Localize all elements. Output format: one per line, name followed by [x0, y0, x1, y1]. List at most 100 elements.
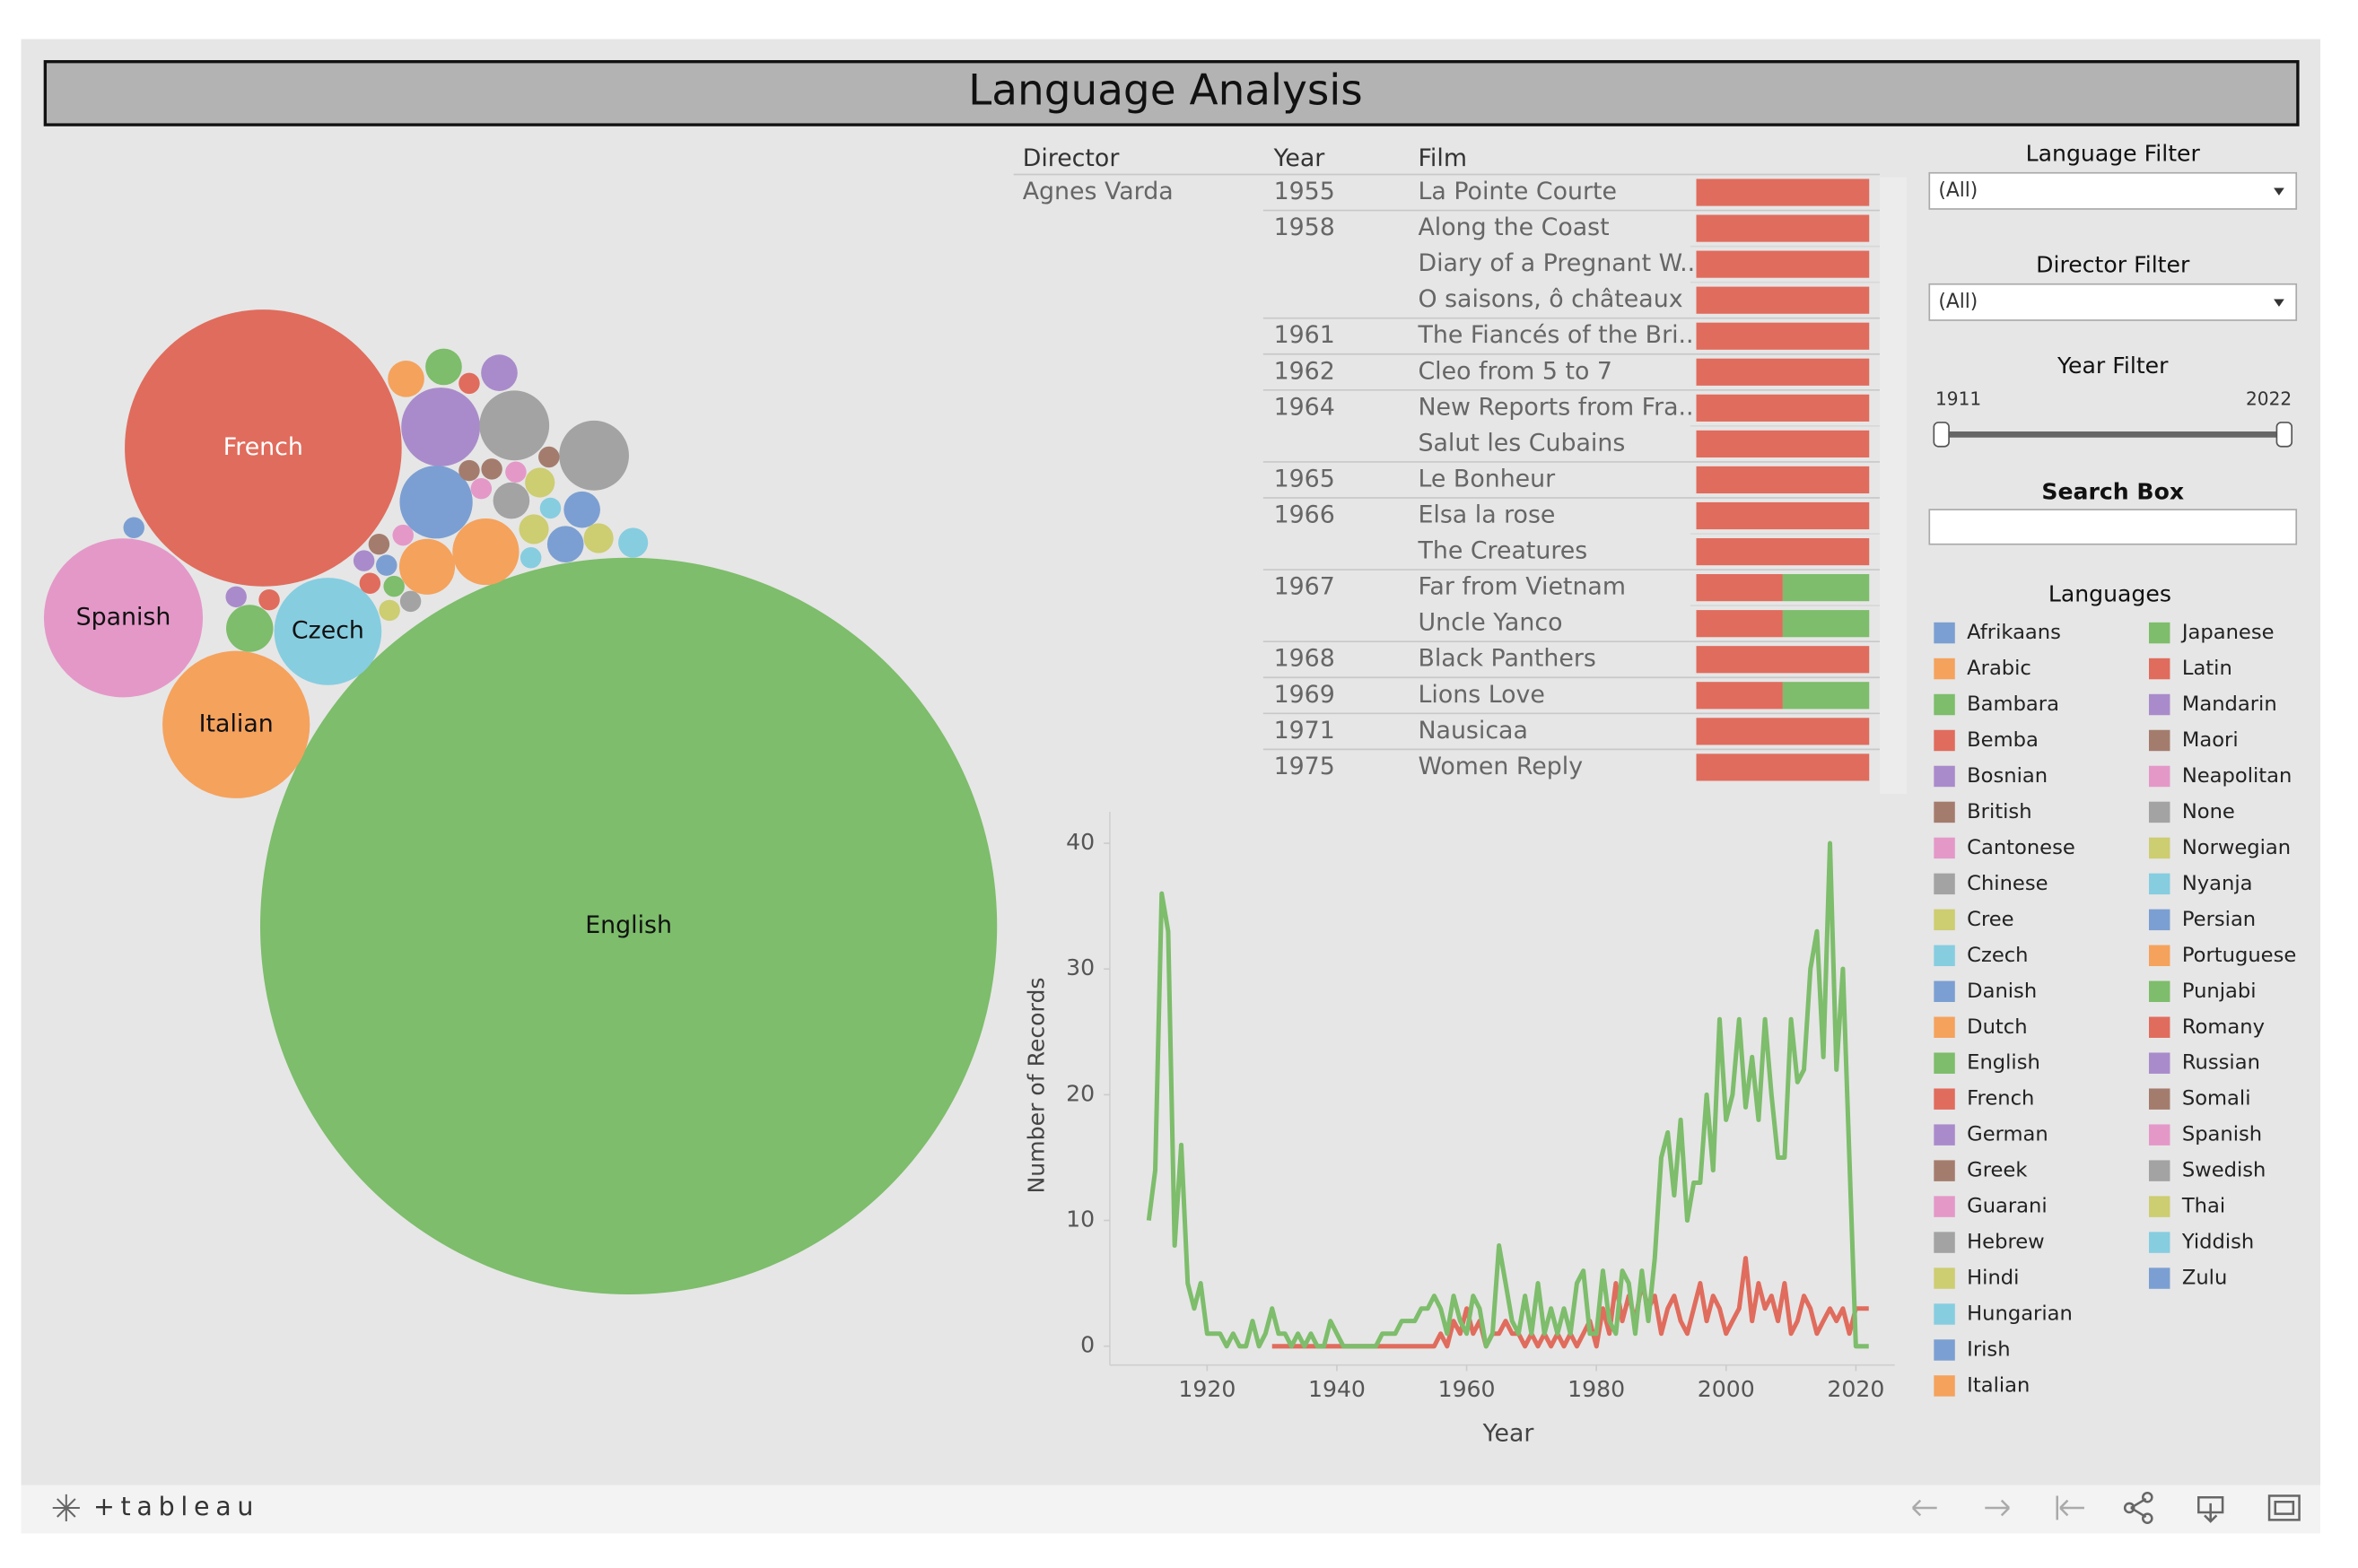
dropdown-value: (All)	[1938, 291, 1978, 313]
legend-label: Russian	[2182, 1051, 2260, 1075]
language-bar	[1696, 430, 1870, 457]
legend-title: Languages	[2048, 581, 2171, 607]
language-bar	[1696, 646, 1870, 674]
legend-swatch	[2148, 873, 2170, 895]
legend-label: Chinese	[1967, 872, 2048, 895]
bubble	[125, 309, 402, 587]
legend-label: Zulu	[2182, 1267, 2227, 1290]
bubble	[399, 466, 473, 539]
language-bar	[1696, 250, 1870, 278]
year-cell: 1967	[1274, 573, 1335, 601]
film-cell: Cleo from 5 to 7	[1418, 357, 1611, 385]
x-tick-label: 2020	[1827, 1376, 1884, 1402]
legend-label: French	[1967, 1087, 2034, 1111]
bubble	[353, 550, 375, 571]
legend-swatch	[1934, 837, 1955, 859]
language-dropdown[interactable]	[1928, 171, 2298, 210]
year-cell: 1975	[1274, 753, 1335, 780]
legend-label: None	[2182, 800, 2235, 823]
legend-swatch	[2148, 1196, 2170, 1217]
legend-swatch	[2148, 1232, 2170, 1253]
dropdown-value: (All)	[1938, 179, 1978, 202]
legend-swatch	[1934, 1339, 1955, 1361]
legend-label: Arabic	[1967, 657, 2031, 680]
legend-swatch	[1934, 1088, 1955, 1110]
director-cell: Agnes Varda	[1023, 178, 1174, 205]
film-cell: The Fiancés of the Bri..	[1417, 321, 1693, 349]
film-cell: Far from Vietnam	[1418, 573, 1625, 601]
year-cell: 1961	[1274, 321, 1335, 349]
slider-handle[interactable]	[1933, 422, 1950, 448]
legend-label: Nyanja	[2182, 872, 2253, 895]
scrollbar[interactable]	[1879, 177, 1908, 794]
legend-label: Spanish	[2182, 1123, 2262, 1146]
legend-swatch	[2148, 1267, 2170, 1289]
film-cell: Nausicaa	[1418, 717, 1527, 745]
dropdown-arrow	[2274, 187, 2284, 196]
legend-label: Mandarin	[2182, 693, 2277, 716]
x-tick-label: 1920	[1178, 1376, 1236, 1402]
language-bar	[1696, 322, 1870, 350]
legend-label: Bemba	[1967, 728, 2039, 752]
film-cell: Along the Coast	[1418, 213, 1609, 241]
legend-label: Bosnian	[1967, 764, 2048, 788]
bubble	[539, 497, 562, 519]
legend-label: Norwegian	[2182, 836, 2291, 859]
language-bar	[1696, 179, 1870, 206]
legend-label: Yiddish	[2181, 1231, 2254, 1254]
y-tick-label: 20	[1066, 1080, 1095, 1106]
toolbar-icons[interactable]	[1911, 1491, 2301, 1524]
bubble	[376, 554, 397, 576]
slider-handle[interactable]	[2275, 422, 2293, 448]
legend-swatch	[2148, 945, 2170, 967]
legend-label: Danish	[1967, 980, 2037, 1003]
film-cell: Lions Love	[1418, 681, 1544, 709]
x-tick-label: 2000	[1698, 1376, 1755, 1402]
bubble	[398, 538, 456, 595]
year-cell: 1968	[1274, 645, 1335, 673]
legend-swatch	[1934, 658, 1955, 680]
bubble	[359, 572, 381, 594]
bubble	[401, 388, 481, 466]
legend-swatch	[1934, 1267, 1955, 1289]
legend-label: Japanese	[2180, 621, 2275, 644]
line-series	[1146, 841, 1869, 1349]
bubble	[379, 599, 400, 622]
bubble	[458, 459, 480, 482]
title-box	[43, 60, 2300, 126]
language-bar	[1782, 574, 1870, 602]
y-tick-label: 30	[1066, 954, 1095, 980]
legend-swatch	[1934, 980, 1955, 1003]
dropdown-arrow	[2274, 299, 2284, 307]
dashboard-title: Language Analysis	[968, 65, 1363, 115]
bubble	[563, 491, 600, 528]
legend-label: German	[1967, 1123, 2048, 1146]
slider-min: 1911	[1935, 388, 1981, 409]
director-dropdown[interactable]	[1928, 283, 2298, 321]
bubble	[481, 354, 518, 391]
search-input[interactable]	[1928, 509, 2298, 545]
legend-swatch	[2148, 801, 2170, 823]
filter-title: Search Box	[2041, 479, 2184, 505]
year-cell: 1971	[1274, 717, 1335, 745]
filter-title: Director Filter	[2036, 252, 2190, 278]
bubble	[162, 650, 310, 798]
legend-label: Persian	[2182, 908, 2256, 931]
year-cell: 1966	[1274, 501, 1335, 529]
filter-title: Year Filter	[2057, 353, 2169, 379]
language-bar	[1696, 682, 1783, 710]
legend-swatch	[1934, 1124, 1955, 1146]
bubble	[546, 526, 584, 563]
language-bar	[1696, 537, 1870, 566]
legend-swatch	[2148, 693, 2170, 716]
language-bar	[1696, 610, 1783, 638]
legend-label: Guarani	[1967, 1195, 2047, 1218]
language-bar	[1696, 466, 1870, 494]
legend-swatch	[2148, 765, 2170, 788]
legend-label: Hindi	[1967, 1267, 2019, 1290]
legend-label: Greek	[1967, 1159, 2028, 1182]
bubble	[388, 361, 424, 397]
legend-label: Maori	[2182, 728, 2239, 752]
film-cell: Salut les Cubains	[1418, 429, 1625, 457]
